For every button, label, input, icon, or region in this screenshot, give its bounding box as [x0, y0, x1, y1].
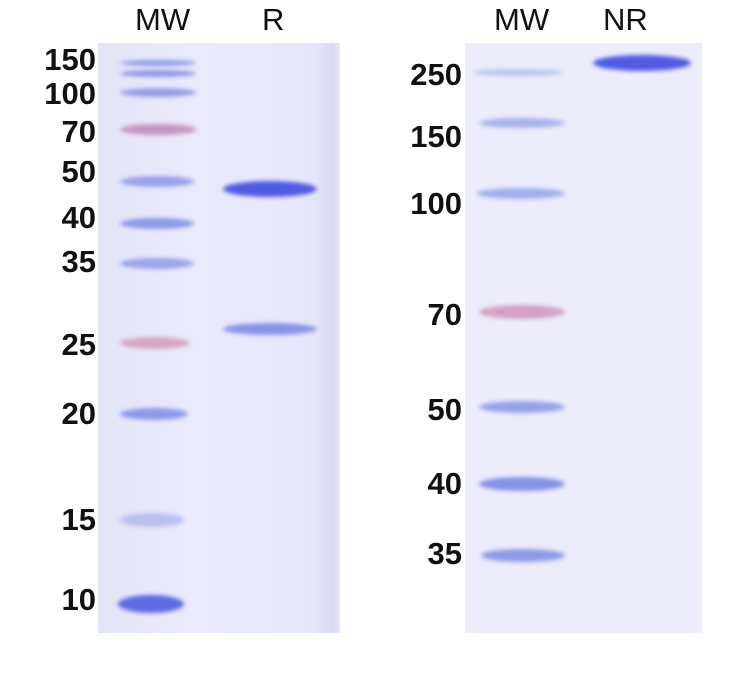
lane-label-mw-left: MW: [135, 2, 191, 37]
lane-label-r: R: [262, 2, 285, 37]
marker-band: [120, 70, 196, 77]
lane-label-mw-right: MW: [494, 2, 550, 37]
mw-label: 50: [61, 154, 96, 189]
mw-label: 20: [61, 396, 96, 431]
mw-label: 70: [427, 297, 462, 332]
marker-band: [479, 118, 565, 128]
mw-label: 100: [44, 76, 96, 111]
mw-label: 250: [410, 57, 462, 92]
sample-band-r-light: [223, 323, 317, 335]
marker-band: [120, 60, 196, 66]
gel-reduced: [98, 43, 340, 633]
marker-band: [479, 305, 565, 319]
mw-label: 70: [61, 114, 96, 149]
lane-label-nr: NR: [603, 2, 648, 37]
mw-label: 100: [410, 186, 462, 221]
sample-band-r-heavy: [223, 181, 317, 197]
marker-band: [120, 88, 196, 97]
marker-band: [120, 513, 184, 527]
marker-band: [479, 401, 565, 413]
mw-label: 25: [61, 327, 96, 362]
mw-label: 150: [410, 119, 462, 154]
mw-label: 50: [427, 392, 462, 427]
sample-band-nr: [593, 55, 691, 71]
marker-band: [120, 258, 194, 269]
marker-band: [120, 337, 190, 349]
mw-label: 150: [44, 42, 96, 77]
marker-band: [120, 124, 196, 135]
marker-band: [481, 549, 565, 562]
mw-label: 15: [61, 502, 96, 537]
marker-band: [477, 188, 565, 199]
marker-band: [479, 477, 565, 491]
marker-band: [118, 595, 184, 613]
mw-label: 40: [427, 466, 462, 501]
mw-label: 40: [61, 200, 96, 235]
mw-label: 35: [61, 244, 96, 279]
marker-band: [120, 218, 194, 229]
mw-label: 35: [427, 536, 462, 571]
marker-band: [120, 176, 194, 187]
mw-label: 10: [61, 582, 96, 617]
marker-band: [120, 408, 188, 420]
marker-band: [473, 69, 563, 76]
gel-non-reduced: [465, 43, 702, 633]
